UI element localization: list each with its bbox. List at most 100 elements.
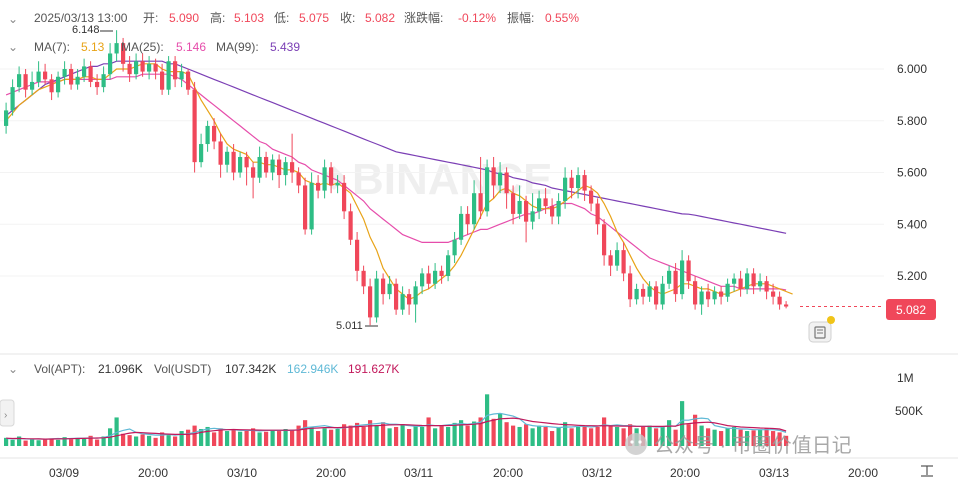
- ma99-value: 5.439: [270, 40, 300, 54]
- candle-body: [101, 74, 106, 88]
- candle-body: [88, 66, 93, 82]
- volume-bar: [543, 426, 548, 446]
- volume-bar: [660, 426, 665, 446]
- vol-legend-toggle-icon[interactable]: ⌄: [8, 362, 18, 376]
- volume-bar: [420, 426, 425, 446]
- candle-body: [43, 71, 48, 80]
- volume-bar: [706, 428, 711, 446]
- time-axis-tick: 03/09: [49, 466, 79, 480]
- vol-axis-tick-1m: 1M: [897, 371, 914, 385]
- scroll-to-latest-button[interactable]: [808, 321, 832, 343]
- volume-bar: [121, 433, 126, 446]
- left-expand-handle[interactable]: ›: [0, 399, 15, 427]
- candle-body: [134, 61, 139, 75]
- volume-bar: [36, 440, 41, 446]
- candle-body: [420, 273, 425, 287]
- candle-body: [777, 296, 782, 305]
- candle-body: [140, 61, 145, 72]
- candle-body: [628, 273, 633, 300]
- scroll-to-latest-bg[interactable]: [808, 321, 832, 343]
- candle-body: [238, 156, 243, 173]
- volume-bar: [316, 431, 321, 446]
- axis-settings-button[interactable]: [921, 465, 933, 477]
- volume-bar: [556, 426, 561, 446]
- candle-body: [290, 162, 295, 173]
- price-axis-tick: 5.200: [897, 269, 927, 283]
- current-price-tag: 5.082: [886, 299, 936, 320]
- time-axis-tick: 20:00: [138, 466, 168, 480]
- candle-body: [621, 250, 626, 274]
- volume-bar: [498, 413, 503, 446]
- time-axis-tick: 20:00: [670, 466, 700, 480]
- volume-bar: [485, 394, 490, 446]
- candle-body: [147, 63, 152, 72]
- candle-body: [452, 239, 457, 256]
- volume-bar: [465, 425, 470, 446]
- candle-body: [771, 291, 776, 297]
- volume-bar: [504, 422, 509, 446]
- candle-body: [381, 278, 386, 295]
- ma25-value: 5.146: [176, 40, 206, 54]
- volume-bar: [530, 428, 535, 446]
- chevron-down-icon[interactable]: ⌄: [8, 12, 18, 26]
- candle-body: [179, 71, 184, 80]
- candle-body: [186, 71, 191, 90]
- volume-bar: [290, 429, 295, 446]
- ma99-label: MA(99):: [216, 40, 259, 54]
- candle-body: [485, 167, 490, 212]
- candle-body: [82, 66, 87, 77]
- info-low-value: 5.075: [299, 11, 329, 25]
- price-axis: 6.000 5.800 5.600 5.400 5.200: [897, 62, 927, 283]
- candle-body: [257, 156, 262, 178]
- wechat-icon-eye-right: [638, 440, 642, 444]
- candle-body: [56, 76, 61, 93]
- volume-bar: [751, 430, 756, 446]
- volume-bar: [186, 429, 191, 446]
- candle-body: [121, 43, 126, 64]
- candle-body: [569, 177, 574, 189]
- volume-bar: [127, 435, 132, 446]
- volume-bar: [758, 429, 763, 446]
- candle-body: [127, 63, 132, 75]
- candle-body: [160, 71, 165, 90]
- candle-body: [764, 281, 769, 292]
- candle-body: [173, 61, 178, 80]
- volume-bar: [270, 430, 275, 446]
- candle-body: [413, 286, 418, 305]
- volume-bar: [147, 435, 152, 446]
- time-axis: 03/09 20:00 03/10 20:00 03/11 20:00 03/12 20:00…: [49, 466, 878, 480]
- ma-legend[interactable]: ⌄ MA(7): 5.13 MA(25): 5.146 MA(99): 5.43…: [8, 40, 300, 54]
- volume-bar: [10, 439, 15, 446]
- candle-body: [166, 61, 171, 90]
- source-watermark: 公众号 · 币圈价值日记: [625, 433, 852, 457]
- volume-legend[interactable]: ⌄ Vol(APT): 21.096K Vol(USDT) 107.342K 1…: [8, 362, 399, 376]
- volume-bar: [426, 417, 431, 446]
- volume-bar: [101, 436, 106, 446]
- candle-body: [706, 291, 711, 300]
- volume-bar: [764, 428, 769, 446]
- volume-bar: [355, 422, 360, 446]
- candle-body: [426, 273, 431, 284]
- candle-body: [316, 182, 321, 191]
- candle-body: [225, 151, 230, 165]
- left-expand-bg[interactable]: [0, 399, 15, 427]
- volume-bar: [160, 432, 165, 446]
- candle-body: [277, 159, 282, 176]
- candle-body: [407, 294, 412, 305]
- time-axis-tick: 20:00: [316, 466, 346, 480]
- info-amp-label: 振幅:: [507, 10, 534, 25]
- volume-bar: [595, 426, 600, 446]
- price-axis-tick: 5.800: [897, 114, 927, 128]
- ma7-label: MA(7):: [34, 40, 70, 54]
- volume-bar: [30, 439, 35, 446]
- ma-legend-toggle-icon[interactable]: ⌄: [8, 40, 18, 54]
- info-amp-value: 0.55%: [545, 11, 579, 25]
- volume-bar: [524, 424, 529, 446]
- candle-body: [517, 200, 522, 214]
- candle-body: [563, 177, 568, 201]
- time-axis-tick: 20:00: [848, 466, 878, 480]
- candle-body: [751, 273, 756, 287]
- low-mark-label: 5.011: [336, 320, 363, 332]
